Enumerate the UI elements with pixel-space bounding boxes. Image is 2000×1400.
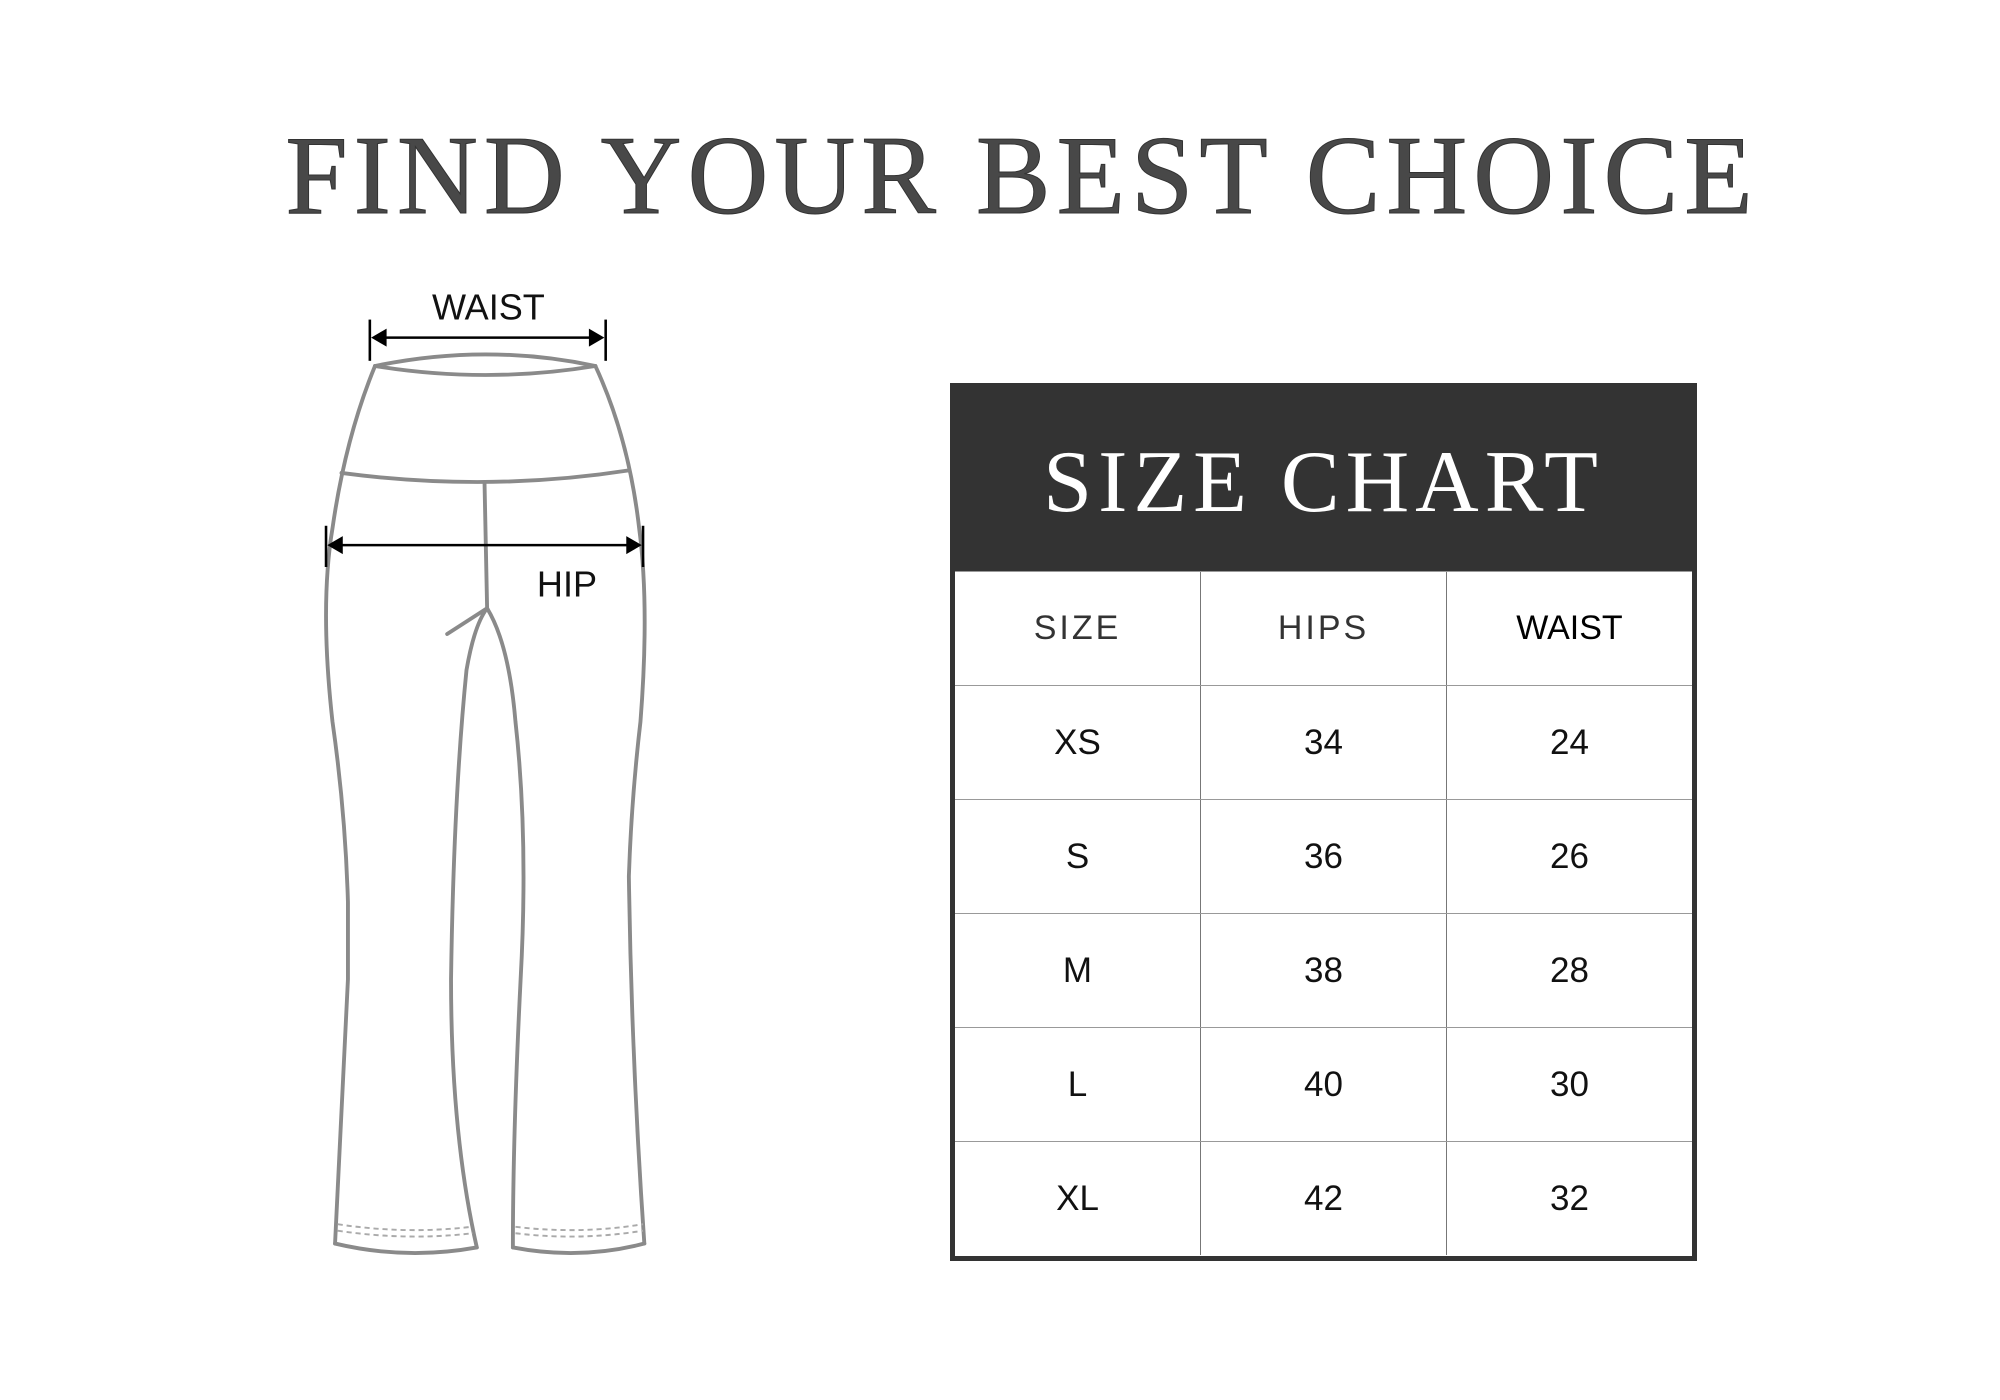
- hip-label: HIP: [537, 564, 597, 605]
- hips-cell: 42: [1200, 1142, 1446, 1255]
- hip-arrow: [324, 525, 645, 568]
- waist-cell: 24: [1446, 686, 1692, 799]
- left-inner-leg: [449, 606, 490, 1250]
- size-cell: XS: [1054, 722, 1101, 762]
- hips-cell: 36: [1200, 800, 1446, 913]
- waistband-top: [373, 352, 598, 368]
- waist-cell: 30: [1446, 1028, 1692, 1141]
- waist-cell: 28: [1446, 914, 1692, 1027]
- size-chart-header: SIZE CHART: [955, 388, 1692, 571]
- arrow-left-icon: [371, 328, 387, 347]
- table-row: M 38 28: [955, 913, 1692, 1027]
- pocket-line: [445, 606, 490, 636]
- hips-cell: 38: [1200, 914, 1446, 1027]
- hem-stitching: [337, 1223, 644, 1238]
- right-outer-leg: [593, 364, 647, 1246]
- left-outer-leg: [324, 364, 377, 1246]
- table-row: L 40 30: [955, 1027, 1692, 1141]
- hips-cell: 40: [1200, 1028, 1446, 1141]
- pants-outline: [324, 352, 647, 1255]
- hips-cell: 34: [1200, 686, 1446, 799]
- table-row: XL 42 32: [955, 1141, 1692, 1255]
- waist-arrow: [368, 319, 607, 361]
- table-header-row: SIZE HIPS WAIST: [955, 571, 1692, 685]
- size-cell: L: [1067, 1064, 1088, 1104]
- waist-cell: 32: [1446, 1142, 1692, 1255]
- arrow-left-icon: [327, 536, 343, 555]
- column-header-hips: HIPS: [1200, 572, 1446, 685]
- size-cell: M: [1062, 950, 1093, 990]
- right-hem: [510, 1241, 647, 1255]
- page-title: FIND YOUR BEST CHOICE: [285, 114, 1759, 238]
- size-chart-title: SIZE CHART: [1043, 434, 1604, 531]
- waist-cell: 26: [1446, 800, 1692, 913]
- right-inner-leg: [485, 606, 526, 1250]
- table-row: XS 34 24: [955, 685, 1692, 799]
- waistband-bottom: [373, 364, 598, 377]
- left-hem: [333, 1241, 479, 1255]
- column-header-size: SIZE: [1033, 609, 1122, 647]
- size-chart-table: SIZE CHART SIZE HIPS WAIST XS 34 24 S 36…: [950, 383, 1697, 1261]
- column-header-waist: WAIST: [1446, 572, 1692, 685]
- hip-band-line: [339, 468, 631, 484]
- size-cell: S: [1065, 836, 1090, 876]
- arrow-right-icon: [588, 328, 605, 347]
- waist-label: WAIST: [432, 287, 545, 328]
- arrow-right-icon: [626, 536, 642, 555]
- size-cell: XL: [1056, 1178, 1099, 1218]
- table-row: S 36 26: [955, 799, 1692, 913]
